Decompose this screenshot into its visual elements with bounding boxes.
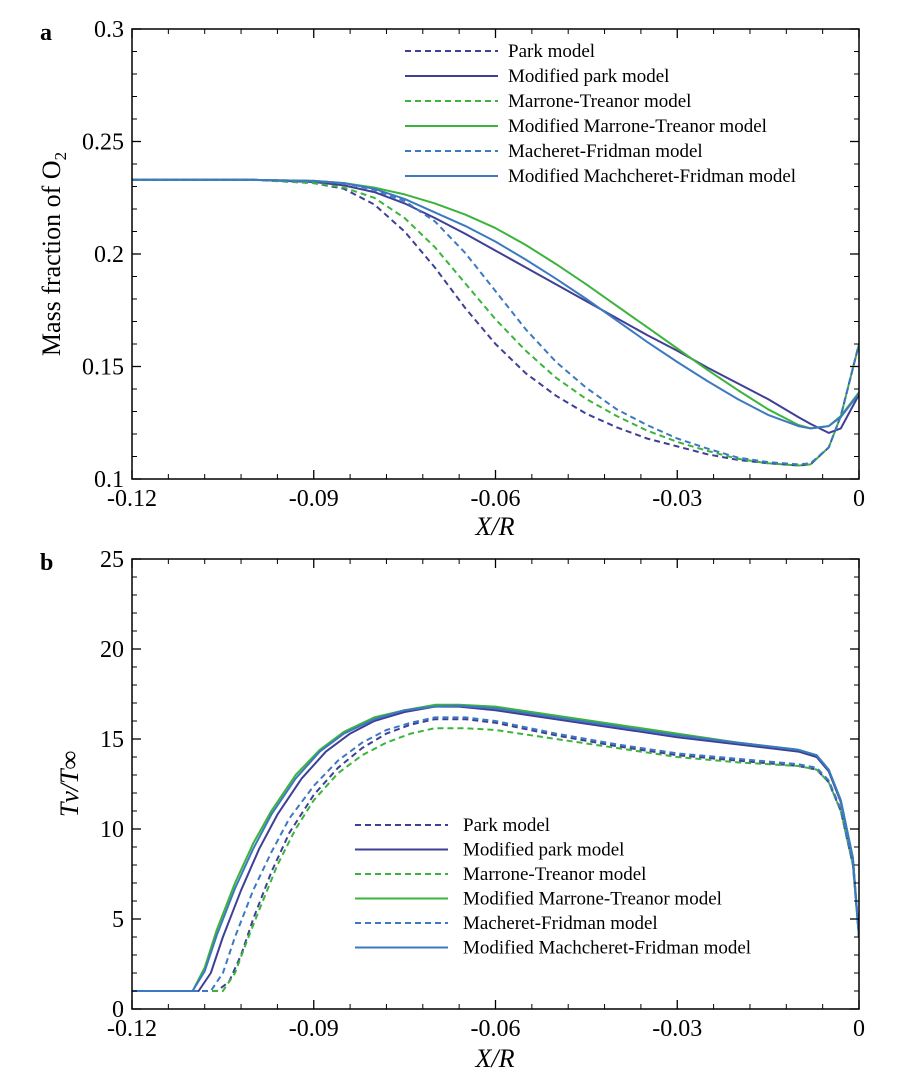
y-tick-label: 0.25 [82,130,124,156]
legend-label: Macheret-Fridman model [463,913,658,934]
series-line-0-1 [132,178,859,434]
legend-label: Modified Marrone-Treanor model [463,889,722,910]
legend-label: Macheret-Fridman model [508,141,703,162]
x-tick-label: -0.12 [107,486,157,512]
y-tick-label: 20 [100,637,124,663]
plot-area-b [132,703,859,992]
legend-b: Park model Modified park model Marrone-Tre… [355,815,751,959]
y-tick-label: 5 [112,907,124,933]
legend-label: Modified Marrone-Treanor model [508,116,767,137]
legend-label: Park model [463,815,550,836]
plot-area-a [132,178,859,467]
legend-label: Modified park model [463,840,624,861]
legend-label: Modified Machcheret-Fridman model [463,938,751,959]
series-line-0-4 [132,178,859,466]
x-tick-label: -0.12 [107,1016,157,1042]
y-tick-label: 10 [100,817,124,843]
x-tick-label: 0 [853,486,865,512]
series-line-0-3 [132,178,859,430]
y-tick-label: 0 [112,997,124,1023]
panel-letter-a: a [40,20,52,46]
plot-frame-a [131,28,860,480]
legend-a: Park model Modified park model Marrone-Tre… [405,41,796,187]
legend-label: Park model [508,41,595,62]
x-tick-label: -0.06 [471,486,521,512]
y-tick-label: 0.15 [82,355,124,381]
x-axis-title-b: X/R [475,1044,515,1073]
x-tick-label: -0.09 [289,486,339,512]
y-axis-title-a-main: Mass fraction of O [37,160,66,356]
panel-a-mass-fraction-chart: a -0.12 -0.09 -0.06 -0.03 0 0.1 0.15 0.2 0.25 0.3… [37,17,865,541]
panel-b-vibrational-temperature-chart: b -0.12 -0.09 -0.06 -0.03 0 0 5 10 15 20 25 X/R Tv… [40,547,865,1073]
x-tick-label: -0.03 [652,1016,702,1042]
axis-ticks-b: -0.12 -0.09 -0.06 -0.03 0 0 5 10 15 20 25 [100,547,865,1042]
series-line-0-0 [132,178,859,467]
x-tick-label: -0.09 [289,1016,339,1042]
legend-label: Marrone-Treanor model [463,864,646,885]
panel-letter-b: b [40,550,53,576]
legend-label: Modified Machcheret-Fridman model [508,166,796,187]
x-tick-label: -0.03 [652,486,702,512]
series-line-1-4 [132,716,859,992]
series-line-0-5 [132,178,859,430]
y-tick-label: 0.1 [94,467,124,493]
x-tick-label: 0 [853,1016,865,1042]
legend-label: Marrone-Treanor model [508,91,691,112]
x-axis-title-a: X/R [475,512,515,541]
y-axis-title-a-subscript: 2 [51,152,70,161]
series-line-1-2 [132,727,859,992]
series-line-0-2 [132,178,859,467]
y-tick-label: 0.3 [94,17,124,43]
y-axis-title-a: Mass fraction of O2 [37,152,70,356]
y-tick-label: 0.2 [94,242,124,268]
y-tick-label: 15 [100,727,124,753]
series-line-1-5 [132,704,859,992]
y-tick-label: 25 [100,547,124,573]
axis-ticks-a: -0.12 -0.09 -0.06 -0.03 0 0.1 0.15 0.2 0.25 0.3 [82,17,865,512]
legend-label: Modified park model [508,66,669,87]
y-axis-title-b: Tv/T∞ [55,751,84,817]
series-line-1-0 [132,718,859,992]
x-tick-label: -0.06 [471,1016,521,1042]
